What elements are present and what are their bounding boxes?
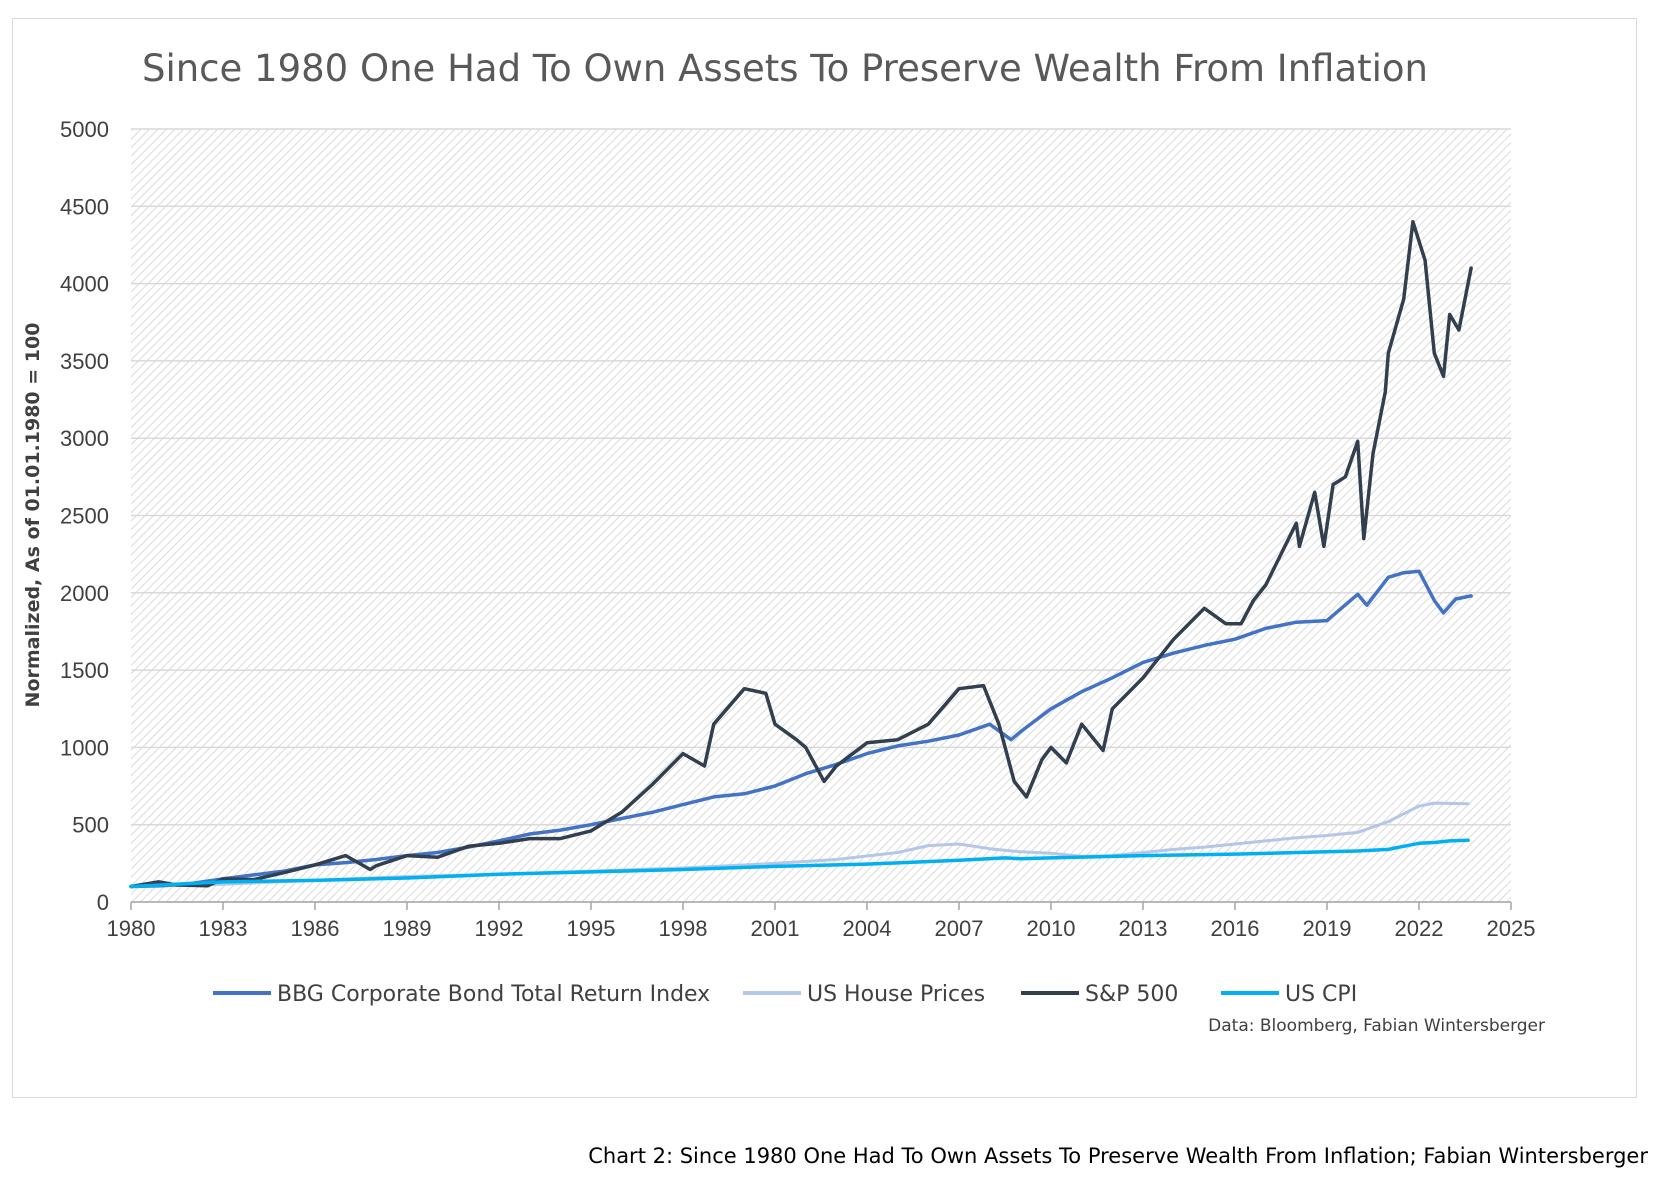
y-tick-label: 2000 [60, 581, 109, 606]
x-tick-label: 2001 [751, 916, 800, 941]
axes: 0 500 1000 1500 2000 2500 3000 3500 4000 4500 5000… [60, 117, 1535, 941]
x-tick-label: 1995 [567, 916, 616, 941]
y-tick-label: 4000 [60, 272, 109, 297]
x-tick-label: 1980 [107, 916, 156, 941]
series-line-bbg-corporate-bond-total-return-index [129, 569, 1473, 889]
legend: BBG Corporate Bond Total Return Index US … [213, 982, 1357, 1007]
gridlines [131, 128, 1511, 903]
series-line-s-p-500 [129, 220, 1473, 889]
legend-label: US House Prices [807, 982, 985, 1007]
chart-caption: Chart 2: Since 1980 One Had To Own Asset… [588, 1144, 1648, 1168]
chart-title: Since 1980 One Had To Own Assets To Pres… [142, 47, 1428, 90]
x-tick-label: 1983 [199, 916, 248, 941]
legend-label: S&P 500 [1085, 982, 1178, 1007]
y-tick-label: 1500 [60, 658, 109, 683]
legend-label: US CPI [1285, 982, 1357, 1007]
y-tick-label: 0 [97, 890, 109, 915]
x-tick-label: 2004 [843, 916, 892, 941]
x-tick-label: 2019 [1303, 916, 1352, 941]
x-tick-label: 2013 [1119, 916, 1168, 941]
x-tick-label: 2010 [1027, 916, 1076, 941]
x-tick-label: 2016 [1211, 916, 1260, 941]
y-tick-label: 2500 [60, 504, 109, 529]
y-tick-label: 3000 [60, 426, 109, 451]
x-tick-label: 1998 [659, 916, 708, 941]
x-tick-label: 1989 [383, 916, 432, 941]
y-tick-label: 500 [72, 813, 109, 838]
legend-label: BBG Corporate Bond Total Return Index [277, 982, 710, 1007]
y-tick-label: 5000 [60, 117, 109, 142]
line-chart: Since 1980 One Had To Own Assets To Pres… [22, 47, 1545, 1036]
x-tick-label: 1992 [475, 916, 524, 941]
series-layer [129, 220, 1473, 889]
x-tick-label: 2007 [935, 916, 984, 941]
y-tick-label: 4500 [60, 194, 109, 219]
chart-frame: Since 1980 One Had To Own Assets To Pres… [12, 18, 1637, 1098]
x-tick-label: 2022 [1395, 916, 1444, 941]
y-axis-label: Normalized, As of 01.01.1980 = 100 [22, 323, 44, 708]
x-tick-label: 2025 [1487, 916, 1536, 941]
x-tick-label: 1986 [291, 916, 340, 941]
series-line-us-cpi [129, 838, 1470, 889]
y-tick-label: 1000 [60, 735, 109, 760]
source-note: Data: Bloomberg, Fabian Wintersberger [1208, 1016, 1545, 1036]
y-tick-label: 3500 [60, 349, 109, 374]
